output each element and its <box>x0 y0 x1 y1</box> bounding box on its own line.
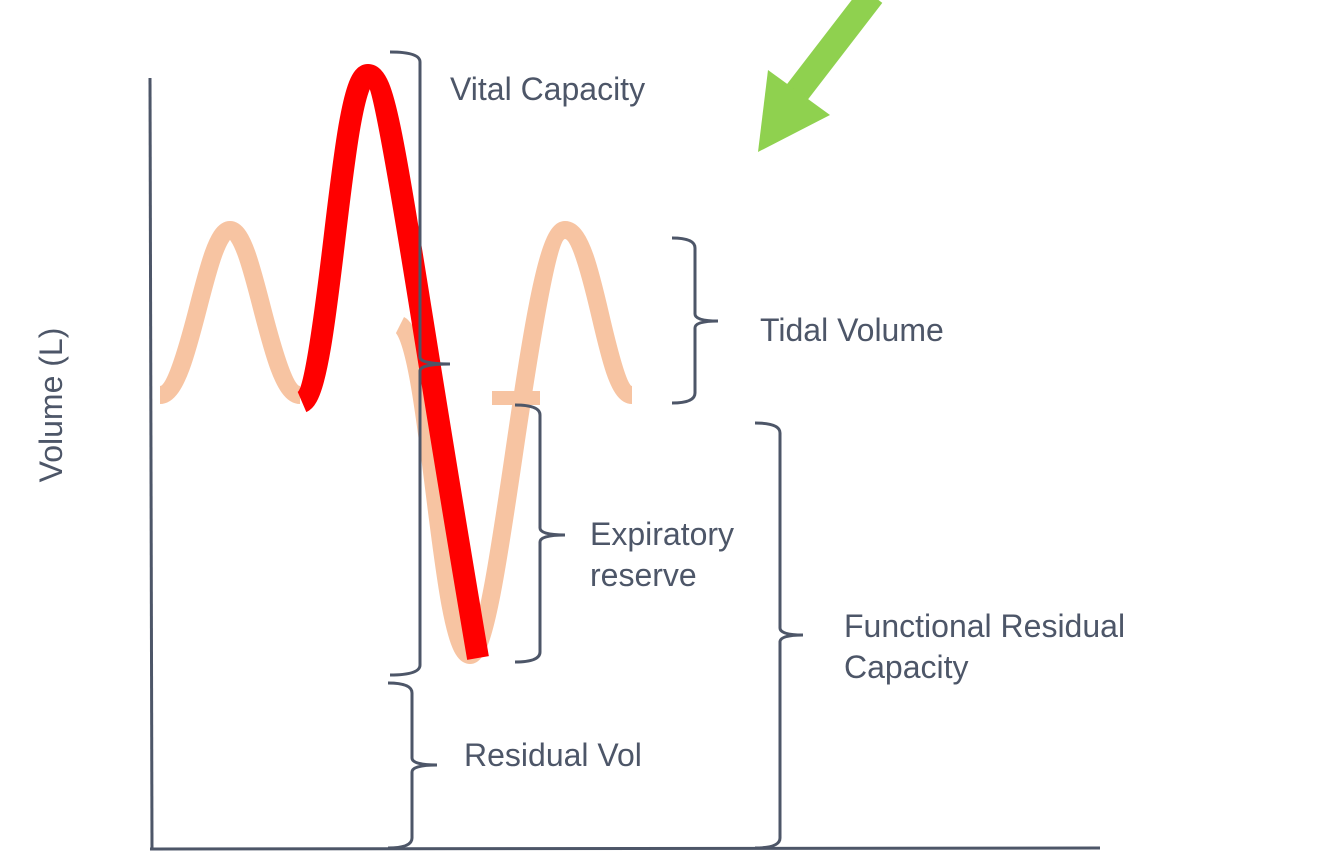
expiratory-reserve-label: Expiratory <box>590 516 734 552</box>
pointer-arrow-shaft <box>784 0 883 103</box>
residual-volume-label: Residual Vol <box>464 737 642 773</box>
frc-label: Functional Residual <box>844 608 1125 644</box>
forced-breath <box>294 64 489 660</box>
tidal-wave <box>156 220 304 404</box>
y-axis-label: Volume (L) <box>33 328 69 483</box>
tidal-volume-label: Tidal Volume <box>760 312 944 348</box>
frc-bracket <box>754 421 804 850</box>
residual-volume-bracket <box>387 681 438 850</box>
frc-label: Capacity <box>844 649 969 685</box>
vital-capacity-bracket <box>389 50 451 677</box>
vital-capacity-label: Vital Capacity <box>450 71 645 107</box>
y-axis <box>148 77 154 851</box>
tidal-volume-bracket <box>671 236 719 405</box>
expiratory-reserve-bracket <box>514 403 566 664</box>
x-axis <box>149 846 1101 851</box>
pointer-arrow-head <box>758 70 830 152</box>
expiratory-reserve-label: reserve <box>590 557 697 593</box>
expiration-wave <box>393 220 636 665</box>
